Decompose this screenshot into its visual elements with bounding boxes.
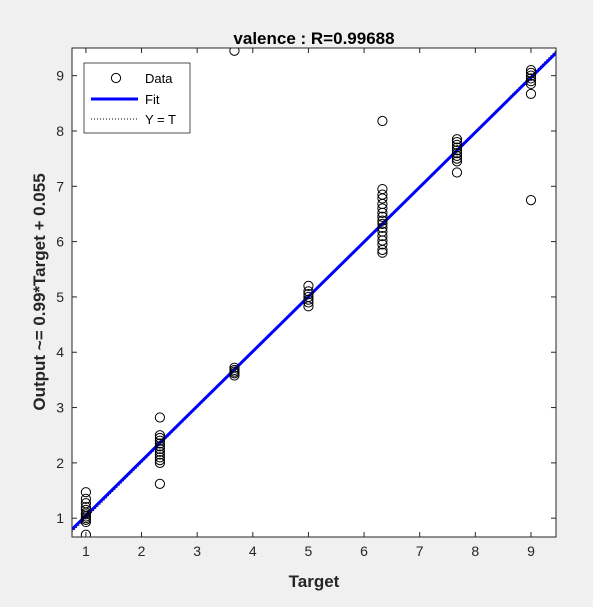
data-point [451,156,463,167]
data-point [80,498,92,509]
data-point [154,457,165,468]
y-tick-label: 2 [56,455,64,471]
data-point [303,294,314,305]
plot-frame [71,47,557,538]
data-point [377,215,388,226]
data-point [303,280,314,291]
data-point [80,502,92,513]
data-point [525,73,537,84]
data-point [154,435,165,446]
data-point [154,478,165,489]
data-point [451,145,463,156]
data-point [154,412,165,423]
data-point [154,446,165,457]
data-point [303,297,314,308]
data-point [451,136,463,148]
data-point [525,88,537,100]
data-point [525,76,537,87]
data-point [451,134,463,145]
legend-entry-fit: Fit [145,92,160,107]
data-point [451,148,463,159]
data-point [377,218,388,230]
data-point [525,70,537,81]
data-point [303,289,314,300]
legend-entry-identity: Y = T [145,112,176,127]
axis-ticks: 1 2 3 4 5 6 7 8 9 1 2 3 4 5 6 7 8 9 [56,48,556,559]
y-tick-label: 5 [56,289,64,305]
data-point [451,167,463,178]
data-point [377,203,388,214]
x-tick-label: 2 [138,543,146,559]
y-tick-label: 4 [56,344,64,360]
data-point [154,455,165,466]
data-point [377,222,388,233]
data-point [451,153,463,164]
data-point [154,432,165,444]
x-tick-label: 7 [416,543,424,559]
data-point [525,195,537,206]
data-point [451,150,463,161]
x-tick-label: 3 [193,543,201,559]
data-point [451,142,463,153]
data-point [154,452,165,463]
data-point [80,529,92,537]
data-point [525,67,537,78]
data-point [377,226,388,237]
y-tick-label: 6 [56,234,64,250]
data-point [229,362,240,373]
data-points [80,48,537,537]
data-point [154,443,165,455]
x-tick-label: 8 [471,543,479,559]
y-tick-label: 3 [56,400,64,416]
y-tick-label: 1 [56,510,64,526]
data-point [377,247,388,258]
data-point [229,48,240,56]
data-point [303,286,314,297]
fit-line [72,51,556,531]
x-tick-label: 9 [527,543,535,559]
data-point [229,364,240,376]
data-point [525,78,537,90]
data-point [451,139,463,150]
x-tick-label: 5 [305,543,313,559]
data-point [80,487,92,498]
legend: Data Fit Y = T [83,62,191,134]
data-point [80,493,92,504]
data-point [377,189,388,200]
data-point [377,230,388,242]
data-point [303,291,314,303]
chart-title: valence : R=0.99688 [233,29,394,48]
data-point [154,441,165,452]
data-point [377,115,388,127]
y-axis-label: Output ~= 0.99*Target + 0.055 [30,173,49,410]
data-point [154,430,165,441]
x-tick-label: 1 [82,543,90,559]
x-axis-label: Target [289,572,340,591]
data-point [525,65,537,76]
y-tick-label: 8 [56,123,64,139]
legend-entry-data: Data [145,71,173,86]
x-tick-label: 6 [360,543,368,559]
legend-data-marker [110,72,122,84]
y-tick-label: 9 [56,68,64,84]
x-tick-label: 4 [249,543,257,559]
data-point [377,211,388,222]
y-tick-label: 7 [56,178,64,194]
data-point [80,504,92,515]
data-point [377,183,388,195]
data-point [154,438,165,449]
data-point [229,370,240,381]
data-point [154,449,165,460]
data-point [377,239,388,250]
